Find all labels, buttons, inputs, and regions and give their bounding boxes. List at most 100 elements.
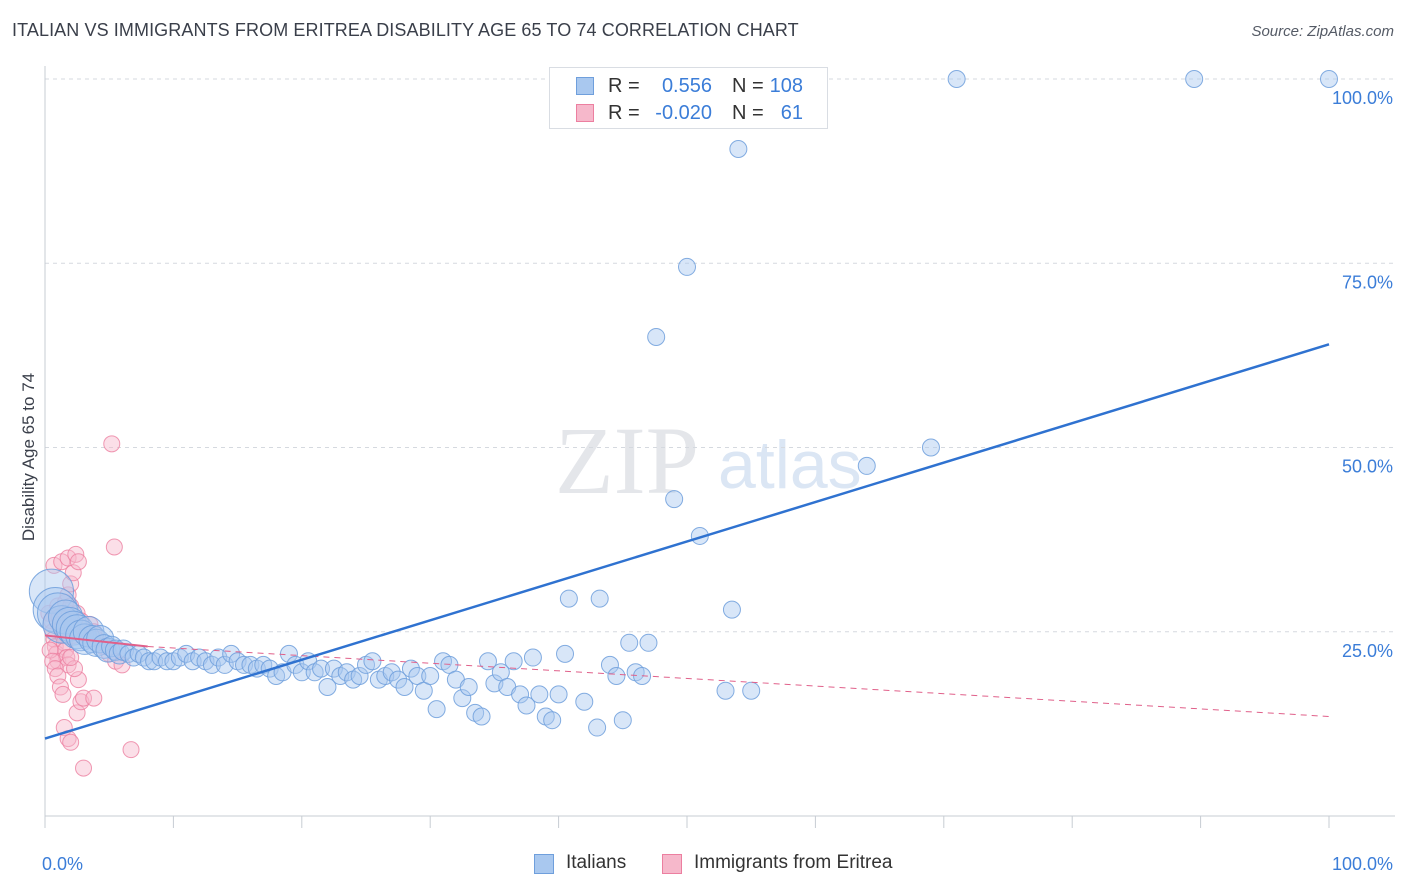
italians-point <box>523 648 542 667</box>
italians-point <box>647 327 666 346</box>
italians-point <box>478 652 497 671</box>
watermark: ZIP atlas <box>555 407 862 514</box>
series-legend: Italians Immigrants from Eritrea <box>0 852 1406 878</box>
source-label: Source: ZipAtlas.com <box>1251 23 1394 40</box>
x-tick-label-max: 100.0% <box>1332 854 1393 874</box>
italians-point <box>382 663 401 682</box>
legend-n-label: N = <box>732 75 764 97</box>
italians-point <box>459 678 478 697</box>
eritrea-point <box>105 538 123 556</box>
italians-point <box>472 707 491 726</box>
legend-r-label: R = <box>608 75 640 97</box>
italians-point <box>318 678 337 697</box>
italians-point <box>607 666 626 685</box>
italians-point <box>620 633 639 652</box>
italians-point <box>427 700 446 719</box>
italians-point <box>639 633 658 652</box>
legend-r-value: -0.020 <box>655 102 712 124</box>
italians-point <box>292 663 311 682</box>
italians-point <box>453 689 472 708</box>
legend-n-value: 108 <box>769 75 803 97</box>
italians-point <box>202 655 221 674</box>
y-tick-labels: 25.0% 50.0% 75.0% 100.0% <box>1332 88 1393 661</box>
legend-row-eritrea: R = -0.020 N = 61 <box>550 102 827 128</box>
eritrea-point <box>103 435 121 453</box>
italians-point <box>947 70 966 88</box>
eritrea-point <box>122 741 140 759</box>
x-tick-label-min: 0.0% <box>42 854 83 874</box>
legend-r-value: 0.556 <box>661 75 712 97</box>
y-axis-label: Disability Age 65 to 74 <box>19 373 38 541</box>
italians-point <box>530 685 549 704</box>
legend-row-italians: R = 0.556 N = 108 <box>550 75 827 101</box>
italians-point <box>350 666 369 685</box>
legend-r-label: R = <box>608 102 640 124</box>
eritrea-point <box>49 667 67 685</box>
italians-point <box>588 718 607 737</box>
italians-points <box>28 70 1338 737</box>
italians-point <box>36 592 79 635</box>
italians-point <box>140 652 159 671</box>
y-tick-label: 50.0% <box>1342 457 1393 477</box>
eritrea-point <box>54 685 72 703</box>
eritrea-point <box>59 549 77 567</box>
italians-point <box>549 685 568 704</box>
eritrea-legend-swatch <box>662 854 682 874</box>
correlation-legend: R = 0.556 N = 108 R = -0.020 N = 61 <box>549 67 828 129</box>
italians-point <box>857 456 876 475</box>
italians-point <box>543 711 562 730</box>
italians-point <box>421 666 440 685</box>
eritrea-point <box>41 641 59 659</box>
eritrea-point <box>75 689 93 707</box>
italians-point <box>363 652 382 671</box>
trend-lines <box>44 343 1330 740</box>
eritrea-point <box>69 553 87 571</box>
legend-n-label: N = <box>732 102 764 124</box>
italians-trend-line <box>44 343 1330 740</box>
y-tick-label: 75.0% <box>1342 272 1393 292</box>
italians-point <box>716 681 735 700</box>
italians-point <box>395 678 414 697</box>
eritrea-point <box>62 575 80 593</box>
eritrea-point <box>66 660 84 678</box>
gridlines <box>45 78 1395 633</box>
italians-point <box>556 644 575 663</box>
italians-point <box>517 696 536 715</box>
italians-point <box>722 600 741 619</box>
italians-point <box>665 490 684 509</box>
eritrea-legend-label: Immigrants from Eritrea <box>694 852 893 873</box>
italians-point <box>921 438 940 457</box>
legend-n-value: 61 <box>780 102 803 124</box>
eritrea-point <box>85 689 103 707</box>
chart-title: ITALIAN VS IMMIGRANTS FROM ERITREA DISAB… <box>12 20 799 40</box>
eritrea-point <box>68 704 86 722</box>
eritrea-swatch <box>576 104 594 122</box>
italians-legend-label: Italians <box>566 852 627 873</box>
italians-point <box>742 681 761 700</box>
italians-point <box>504 652 523 671</box>
italians-point <box>389 670 408 689</box>
eritrea-trend-line <box>44 634 148 648</box>
italians-point <box>559 589 578 608</box>
italians-point <box>124 648 143 667</box>
italians-point <box>1185 70 1204 88</box>
italians-point <box>312 659 331 678</box>
watermark-zip: ZIP <box>555 407 699 514</box>
italians-point <box>222 644 241 663</box>
axes <box>44 66 1395 828</box>
italians-legend-swatch <box>534 854 554 874</box>
eritrea-point <box>75 759 93 777</box>
eritrea-point <box>62 733 80 751</box>
italians-point <box>575 692 594 711</box>
x-tick-labels: 0.0% 100.0% <box>42 854 1393 874</box>
italians-point <box>1320 70 1338 88</box>
italians-point <box>401 659 420 678</box>
y-tick-label: 100.0% <box>1332 88 1393 108</box>
eritrea-point <box>69 671 87 689</box>
italians-point <box>590 589 609 608</box>
italians-point <box>678 257 696 276</box>
italians-point <box>104 639 127 661</box>
eritrea-point <box>62 649 80 667</box>
y-tick-label: 25.0% <box>1342 641 1393 661</box>
